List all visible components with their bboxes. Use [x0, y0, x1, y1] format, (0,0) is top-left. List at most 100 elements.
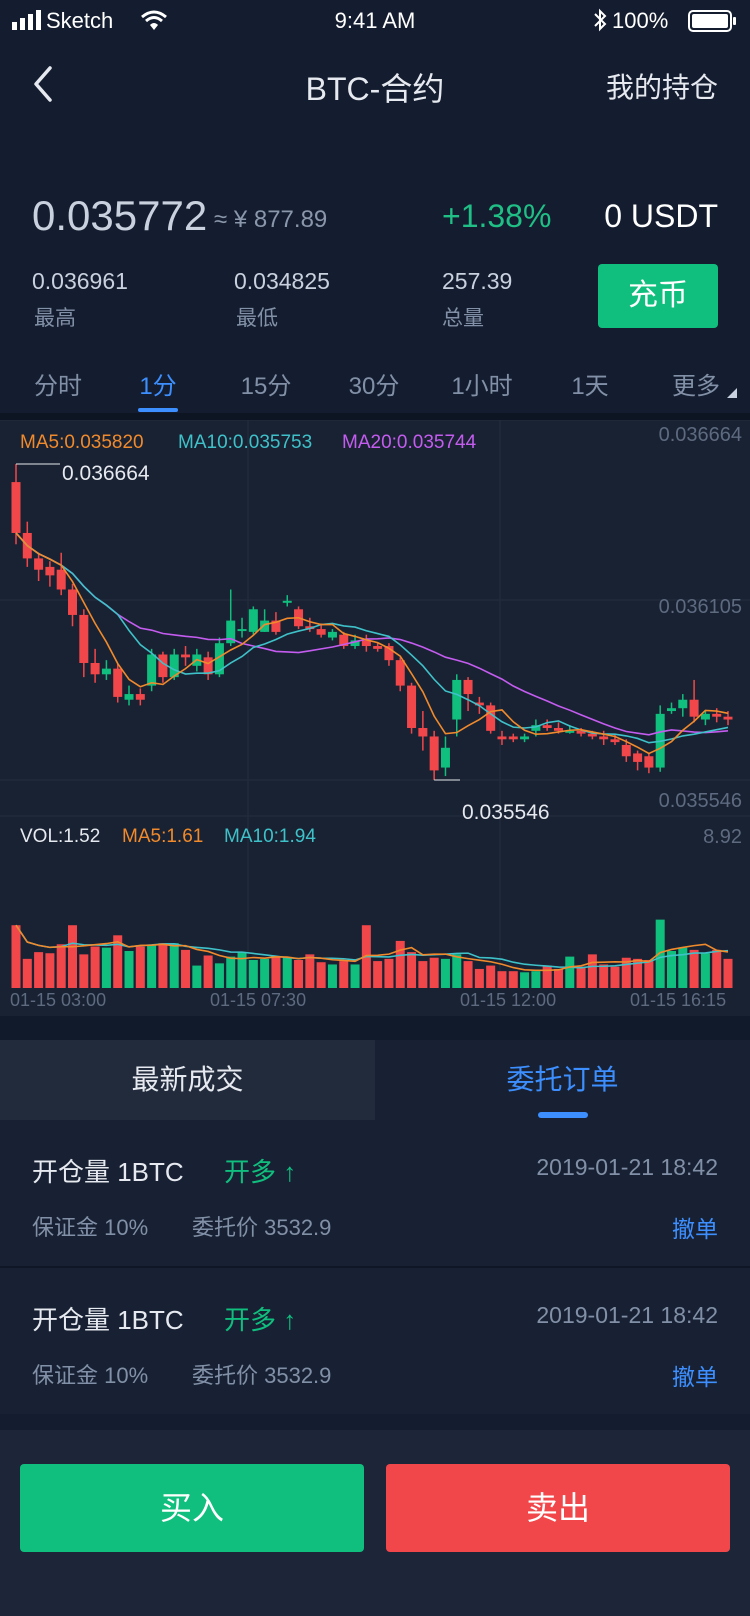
volume-bar — [135, 946, 145, 988]
vol-legend: VOL:1.52 — [20, 826, 101, 847]
order-side: 开多 ↑ — [224, 1157, 297, 1187]
volume-bar — [294, 959, 304, 988]
volume-bar — [34, 952, 44, 988]
period-tab-timeshare[interactable]: 分时 — [34, 373, 82, 400]
vol-axis-max-label: 8.92 — [703, 826, 742, 848]
volume-bar — [440, 958, 450, 988]
divider — [0, 413, 750, 420]
volume-bar — [486, 965, 496, 988]
high-value: 0.036961 — [32, 268, 128, 294]
clock: 9:41 AM — [334, 8, 416, 33]
candle-body — [316, 629, 326, 635]
vol-ma10-legend: MA10:1.94 — [224, 826, 316, 847]
volume-value: 257.39 — [442, 268, 513, 294]
volume-bar — [350, 964, 360, 988]
cancel-order-button[interactable]: 撤单 — [672, 1364, 718, 1390]
candle-body — [474, 702, 484, 706]
x-tick-label: 01-15 03:00 — [10, 990, 107, 1010]
deposit-button[interactable]: 充币 — [598, 264, 718, 328]
candle-body — [587, 733, 597, 737]
volume-bar — [45, 953, 55, 988]
order-time: 2019-01-21 18:42 — [536, 1154, 718, 1180]
volume-bar — [587, 954, 597, 988]
period-tab-30min[interactable]: 30分 — [348, 373, 400, 400]
cancel-order-button[interactable]: 撤单 — [672, 1216, 718, 1242]
period-tab-1hour[interactable]: 1小时 — [451, 373, 513, 400]
volume-bar — [339, 961, 349, 988]
candle-body — [11, 482, 21, 533]
volume-bar — [576, 966, 586, 988]
bluetooth-icon — [594, 8, 607, 32]
tab-latest-trades[interactable]: 最新成交 — [0, 1040, 375, 1120]
my-positions-link[interactable]: 我的持仓 — [605, 72, 718, 103]
period-tab-more[interactable]: 更多 — [672, 373, 720, 400]
volume-bar — [113, 935, 123, 988]
volume-bar — [700, 953, 710, 988]
volume-bar — [407, 952, 417, 988]
volume-bar — [723, 958, 733, 988]
candle-body — [282, 600, 292, 603]
candle-body — [135, 694, 145, 700]
volume-bar — [395, 940, 405, 988]
candle-body — [124, 694, 134, 700]
candle-body — [531, 725, 541, 731]
candle-body — [260, 620, 270, 632]
tab-open-orders[interactable]: 委托订单 — [375, 1040, 750, 1120]
period-tab-1day[interactable]: 1天 — [571, 373, 609, 400]
section-gap — [0, 1016, 750, 1040]
y-axis-top-label: 0.036664 — [658, 424, 742, 446]
vol-ma5-line — [15, 924, 729, 972]
buy-button[interactable]: 买入 — [20, 1464, 364, 1552]
candle-body — [723, 716, 733, 720]
period-tab-1min[interactable]: 1分 — [139, 373, 177, 400]
candle-body — [440, 747, 450, 768]
candle-body — [463, 679, 473, 695]
high-label: 最高 — [34, 307, 76, 330]
dropdown-triangle-icon — [727, 388, 737, 398]
order-row: 开仓量 1BTC 开多 ↑ 2019-01-21 18:42 保证金 10% 委… — [0, 1120, 750, 1266]
candle-body — [181, 654, 191, 658]
candle-body — [576, 730, 586, 734]
volume-bar — [463, 961, 473, 988]
volume-bar — [644, 959, 654, 988]
candle-body — [599, 736, 609, 740]
kline-chart[interactable] — [0, 420, 750, 1016]
account-balance: 0 USDT — [604, 198, 718, 234]
candle-body — [700, 713, 710, 720]
back-arrow-icon[interactable] — [28, 62, 68, 106]
candle-body — [169, 654, 179, 678]
low-label: 最低 — [236, 307, 278, 330]
volume-bar — [633, 958, 643, 988]
candle-body — [214, 643, 224, 675]
x-tick-label: 01-15 12:00 — [460, 990, 557, 1010]
candle-body — [79, 614, 89, 663]
volume-bar — [531, 971, 541, 988]
volume-bar — [565, 956, 575, 988]
volume-bar — [68, 925, 78, 988]
volume-bar — [452, 954, 462, 988]
candle-body — [452, 679, 462, 720]
volume-bar — [124, 951, 134, 988]
sell-button[interactable]: 卖出 — [386, 1464, 730, 1552]
candle-body — [45, 566, 55, 576]
candle-body — [237, 629, 247, 632]
period-tab-15min[interactable]: 15分 — [240, 373, 292, 400]
ma10-line — [15, 532, 729, 744]
volume-bar — [214, 963, 224, 988]
order-side: 开多 ↑ — [224, 1305, 297, 1335]
candle-body — [542, 725, 552, 728]
candle-body — [113, 668, 123, 697]
volume-bar — [90, 946, 100, 988]
candle-body — [429, 736, 439, 771]
y-axis-mid-label: 0.036105 — [658, 596, 742, 618]
high-price-marker: 0.036664 — [62, 462, 150, 485]
ma20-line — [15, 532, 729, 736]
candle-body — [56, 569, 66, 590]
status-bar: Sketch 9:41 AM 100% — [0, 0, 750, 40]
candle-body — [34, 558, 44, 570]
battery-percent: 100% — [612, 8, 669, 33]
candle-body — [271, 620, 281, 632]
low-price-marker: 0.035546 — [462, 801, 550, 824]
last-price: 0.035772 — [32, 192, 208, 239]
candle-body — [407, 685, 417, 728]
